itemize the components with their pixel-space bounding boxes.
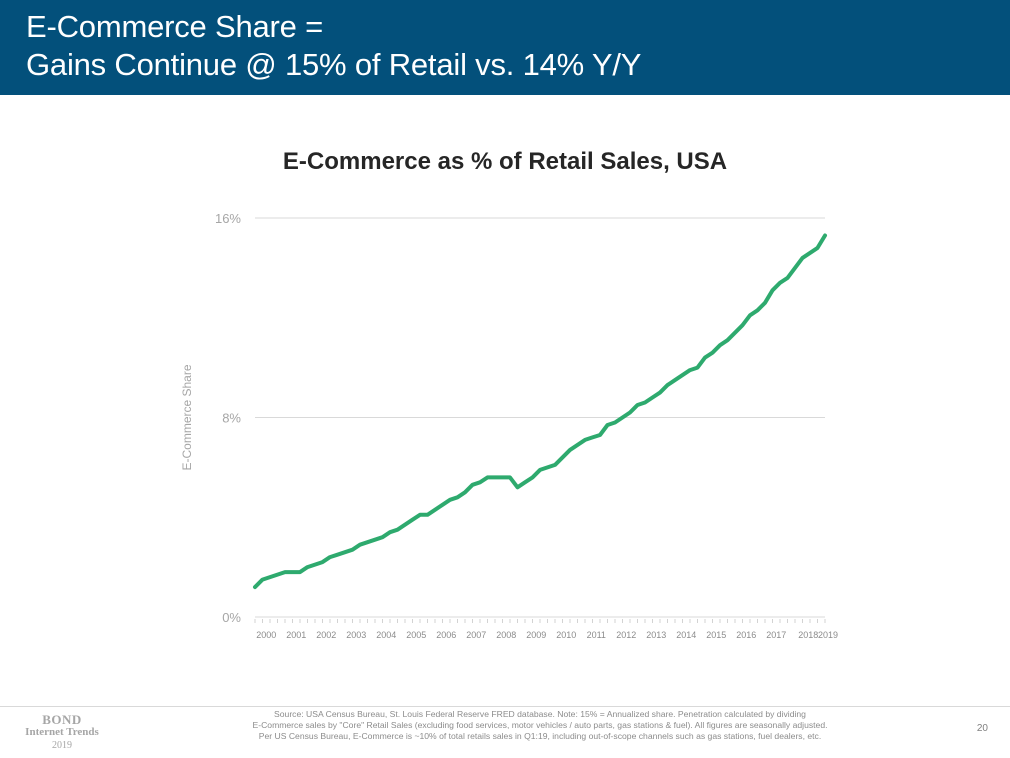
x-tick-label: 2008: [496, 630, 516, 640]
slide-header: E-Commerce Share = Gains Continue @ 15% …: [0, 0, 1010, 95]
x-tick-label: 2014: [676, 630, 696, 640]
page-number: 20: [976, 723, 988, 734]
x-tick-label: 2019: [818, 630, 838, 640]
y-axis-title: E-Commerce Share: [180, 364, 194, 470]
x-tick-label: 2009: [526, 630, 546, 640]
x-tick-label: 2013: [646, 630, 666, 640]
footer-divider: [0, 706, 1010, 707]
logo-text-internet-trends: Internet Trends: [25, 726, 99, 738]
series-line-ecommerce-share: [253, 233, 827, 590]
x-tick-label: 2001: [286, 630, 306, 640]
source-note: Source: USA Census Bureau, St. Louis Fed…: [190, 709, 890, 742]
x-tick-label: 2005: [406, 630, 426, 640]
x-tick-label: 2007: [466, 630, 486, 640]
source-line-1: Source: USA Census Bureau, St. Louis Fed…: [274, 709, 806, 719]
x-tick-label: 2018: [798, 630, 818, 640]
x-tick-label: 2006: [436, 630, 456, 640]
x-tick-label: 2004: [376, 630, 396, 640]
x-tick-label: 2015: [706, 630, 726, 640]
slide-title-line-2: Gains Continue @ 15% of Retail vs. 14% Y…: [26, 47, 642, 82]
x-tick-label: 2002: [316, 630, 336, 640]
x-tick-label: 2016: [736, 630, 756, 640]
line-chart: 0% 8% 16% 2000 2001 2002 2003 2004 2005 2006 2007 2…: [180, 211, 838, 640]
x-tick-label: 2012: [616, 630, 636, 640]
logo-text-bond: BOND: [42, 712, 82, 727]
bond-logo: BOND Internet Trends 2019: [12, 713, 112, 752]
source-line-2: E-Commerce sales by "Core" Retail Sales …: [252, 720, 828, 730]
source-line-3: Per US Census Bureau, E-Commerce is ~10%…: [258, 731, 822, 741]
x-tick-label: 2017: [766, 630, 786, 640]
x-tick-label: 2000: [256, 630, 276, 640]
y-tick-label: 8%: [222, 411, 241, 426]
y-tick-label: 0%: [222, 610, 241, 625]
x-tick-label: 2003: [346, 630, 366, 640]
x-tick-label: 2010: [556, 630, 576, 640]
y-tick-label: 16%: [215, 211, 241, 226]
x-tick-label: 2011: [587, 630, 606, 640]
chart-title: E-Commerce as % of Retail Sales, USA: [282, 148, 728, 175]
logo-text-year: 2019: [52, 740, 72, 751]
slide-title-line-1: E-Commerce Share =: [26, 9, 324, 44]
